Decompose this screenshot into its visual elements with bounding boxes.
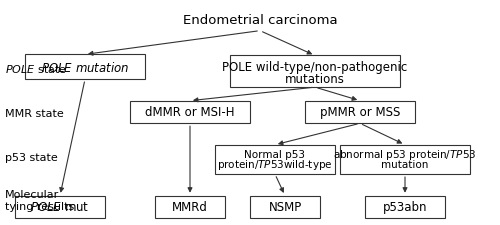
Bar [15,196,105,218]
Text: p53 state: p53 state [5,153,58,162]
Text: $\it{POLE}$ state: $\it{POLE}$ state [5,63,67,75]
Text: Molecular
tying results: Molecular tying results [5,189,74,211]
Text: $\it{POLE}$ $\it{mutation}$: $\it{POLE}$ $\it{mutation}$ [41,61,129,74]
Text: MMRd: MMRd [172,200,208,214]
Text: POLE wild-type/non-pathogenic: POLE wild-type/non-pathogenic [222,61,408,74]
Bar [305,101,415,124]
Bar [230,56,400,88]
Text: Endometrial carcinoma: Endometrial carcinoma [182,14,338,27]
Bar [155,196,225,218]
Text: dMMR or MSI-H: dMMR or MSI-H [145,106,235,119]
Text: abnormal p53 protein/$\it{TP53}$: abnormal p53 protein/$\it{TP53}$ [334,147,476,161]
Bar [215,145,335,174]
Bar [365,196,445,218]
Bar [130,101,250,124]
Bar [340,145,470,174]
Text: pMMR or MSS: pMMR or MSS [320,106,400,119]
Text: MMR state: MMR state [5,109,64,119]
Text: mutations: mutations [285,72,345,85]
Text: p53abn: p53abn [383,200,427,214]
Bar [250,196,320,218]
Text: protein/$\it{TP53}$wild-type: protein/$\it{TP53}$wild-type [217,158,333,172]
Bar [25,55,145,80]
Text: $\it{POLE}$ mut: $\it{POLE}$ mut [30,200,90,214]
Text: NSMP: NSMP [268,200,302,214]
Text: mutation: mutation [382,160,428,170]
Text: Normal p53: Normal p53 [244,149,306,159]
